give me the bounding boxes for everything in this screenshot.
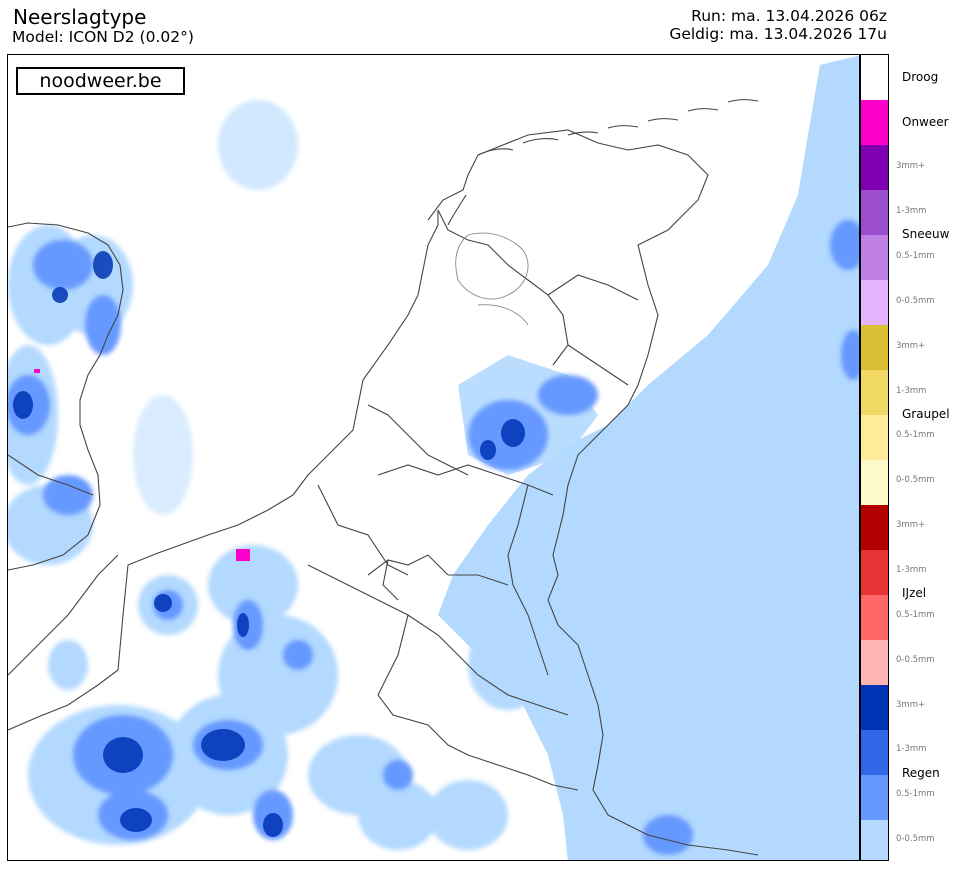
legend-band-freezing-0-0.5mm	[861, 640, 888, 685]
legend-sub-snow-1-3mm: 1-3mm	[896, 206, 927, 216]
legend-sub-freezing-0.5-1mm: 0.5-1mm	[896, 610, 935, 620]
legend-sub-snow-0-0.5mm: 0-0.5mm	[896, 296, 935, 306]
legend-band-rain-3mm	[861, 685, 888, 730]
legend-sub-rain-3mm: 3mm+	[896, 700, 926, 710]
legend-colorbar	[860, 54, 889, 861]
legend-sub-graupel-0.5-1mm: 0.5-1mm	[896, 430, 935, 440]
legend-sub-freezing-1-3mm: 1-3mm	[896, 565, 927, 575]
legend-band-graupel-1-3mm	[861, 370, 888, 415]
legend-band-snow-0.5-1mm	[861, 235, 888, 280]
legend-sub-graupel-0-0.5mm: 0-0.5mm	[896, 475, 935, 485]
thunder-cells	[34, 369, 250, 561]
precipitation-map[interactable]	[7, 54, 860, 861]
legend-label-graupel: Graupel	[902, 407, 950, 421]
rain-heavy-cells	[13, 251, 525, 837]
islands	[447, 99, 759, 226]
borders	[8, 129, 759, 856]
legend-sub-freezing-0-0.5mm: 0-0.5mm	[896, 655, 935, 665]
legend-band-rain-1-3mm	[861, 730, 888, 775]
legend-sub-rain-0-0.5mm: 0-0.5mm	[896, 834, 935, 844]
legend-band-snow-0-0.5mm	[861, 280, 888, 325]
run-time: Run: ma. 13.04.2026 06z	[691, 7, 887, 25]
legend-label-dry: Droog	[902, 70, 939, 84]
legend-sub-graupel-1-3mm: 1-3mm	[896, 386, 927, 396]
legend-band-snow-3mm	[861, 145, 888, 190]
legend-band-rain-0-0.5mm	[861, 820, 888, 860]
legend-band-rain-0.5-1mm	[861, 775, 888, 820]
legend-band-snow-1-3mm	[861, 190, 888, 235]
legend-sub-freezing-3mm: 3mm+	[896, 520, 926, 530]
legend-label-freezing: IJzel	[902, 586, 927, 600]
legend-label-snow: Sneeuw	[902, 227, 950, 241]
legend-band-graupel-3mm	[861, 325, 888, 370]
valid-time: Geldig: ma. 13.04.2026 17u	[669, 25, 887, 43]
legend-sub-rain-1-3mm: 1-3mm	[896, 744, 927, 754]
legend-sub-snow-3mm: 3mm+	[896, 161, 926, 171]
legend-label-thunder: Onweer	[902, 115, 949, 129]
legend-band-freezing-1-3mm	[861, 550, 888, 595]
legend-band-dry	[861, 55, 888, 100]
legend-sub-snow-0.5-1mm: 0.5-1mm	[896, 251, 935, 261]
legend-band-graupel-0-0.5mm	[861, 460, 888, 505]
legend-band-freezing-0.5-1mm	[861, 595, 888, 640]
legend-band-freezing-3mm	[861, 505, 888, 550]
map-title: Neerslagtype	[13, 5, 147, 29]
legend-sub-graupel-3mm: 3mm+	[896, 341, 926, 351]
legend-band-thunder	[861, 100, 888, 145]
lakes	[455, 232, 529, 326]
brand-label: noodweer.be	[16, 67, 185, 95]
map-canvas	[8, 55, 859, 860]
legend-sub-rain-0.5-1mm: 0.5-1mm	[896, 789, 935, 799]
legend-band-graupel-0.5-1mm	[861, 415, 888, 460]
legend-label-rain: Regen	[902, 766, 940, 780]
model-label: Model: ICON D2 (0.02°)	[12, 28, 194, 46]
